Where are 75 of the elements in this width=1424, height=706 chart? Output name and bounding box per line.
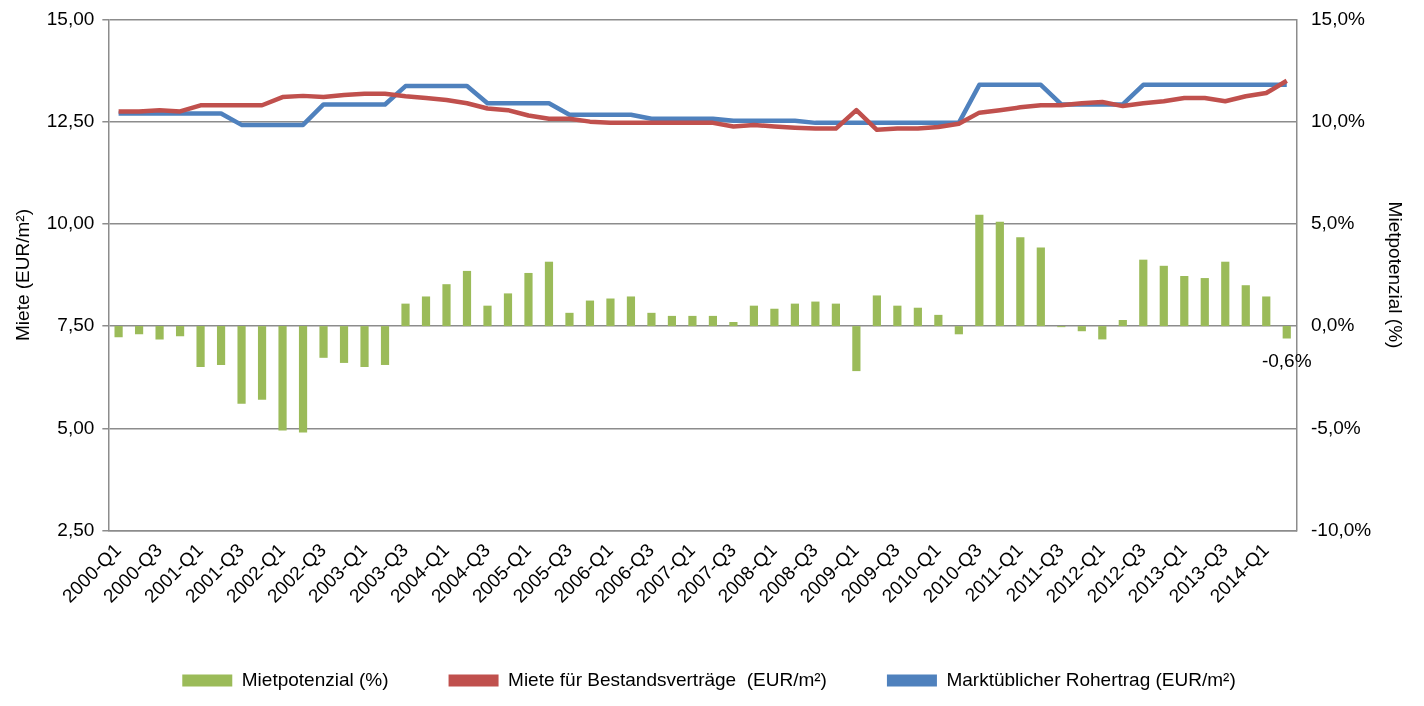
bar <box>934 314 943 327</box>
bar <box>1159 265 1168 327</box>
y-tick-label: 10,00 <box>46 212 95 234</box>
y-tick-label: 15,00 <box>46 7 95 29</box>
bar <box>319 326 328 358</box>
y-tick-label: 7,50 <box>57 314 95 336</box>
bar <box>667 315 677 327</box>
bar <box>995 221 1004 327</box>
y2-tick-label: -5,0% <box>1311 416 1361 438</box>
data-label: -0,6% <box>1261 350 1312 372</box>
bar <box>1077 326 1086 332</box>
bar <box>442 284 451 327</box>
y2-tick-label: 5,0% <box>1311 212 1355 234</box>
bar <box>134 326 144 335</box>
y-tick-label: 5,00 <box>57 416 95 438</box>
bar <box>1282 326 1291 339</box>
bar <box>380 326 390 365</box>
bar <box>872 295 881 327</box>
y2-axis-title: Mietpotenzial (%) <box>1385 201 1407 349</box>
legend-label: Miete für Bestandsverträge (EUR/m²) <box>508 668 827 690</box>
y2-tick-label: 15,0% <box>1311 7 1365 29</box>
bar <box>1139 259 1148 327</box>
bar <box>749 305 759 327</box>
bar <box>729 322 738 327</box>
bar <box>647 312 656 327</box>
legend-label: Mietpotenzial (%) <box>241 668 389 690</box>
y-tick-label: 2,50 <box>57 518 95 540</box>
bar <box>524 272 533 327</box>
bar <box>1241 285 1250 327</box>
bar <box>1200 278 1209 327</box>
bar <box>237 326 246 404</box>
bar <box>196 326 205 368</box>
bar <box>216 326 226 365</box>
bar <box>1118 319 1127 327</box>
bar <box>831 303 840 327</box>
bar <box>1016 237 1025 327</box>
bar <box>954 326 963 335</box>
bar <box>852 326 861 372</box>
bar <box>421 296 431 327</box>
bar <box>298 326 308 433</box>
bar <box>278 326 287 431</box>
bar <box>339 326 349 363</box>
bar <box>626 296 636 327</box>
bar <box>401 303 410 327</box>
bar <box>1180 276 1189 327</box>
bar <box>1262 296 1271 327</box>
y2-tick-label: 10,0% <box>1311 109 1365 131</box>
bar <box>175 326 185 337</box>
bar <box>544 261 554 327</box>
bar <box>462 270 472 327</box>
bar <box>114 326 123 338</box>
bar <box>257 326 267 400</box>
y2-tick-label: -10,0% <box>1311 518 1372 540</box>
bar <box>811 301 820 327</box>
bar <box>913 307 922 327</box>
bar <box>585 300 595 327</box>
bar <box>360 326 369 368</box>
bar <box>790 303 799 327</box>
bar <box>708 315 718 327</box>
y-tick-label: 12,50 <box>46 109 95 131</box>
y-axis-title: Miete (EUR/m²) <box>11 209 33 341</box>
bar <box>1098 326 1107 340</box>
bar <box>503 293 513 327</box>
bar <box>155 326 164 340</box>
bar <box>975 214 984 327</box>
bar <box>1036 247 1045 327</box>
bar <box>893 305 902 327</box>
bar <box>770 308 779 327</box>
legend-label: Marktüblicher Rohertrag (EUR/m²) <box>946 668 1236 690</box>
bar <box>1221 261 1230 327</box>
y2-tick-label: 0,0% <box>1311 314 1355 336</box>
bar <box>565 312 574 327</box>
bar <box>688 315 697 327</box>
bar <box>483 305 492 327</box>
bar <box>606 298 615 327</box>
